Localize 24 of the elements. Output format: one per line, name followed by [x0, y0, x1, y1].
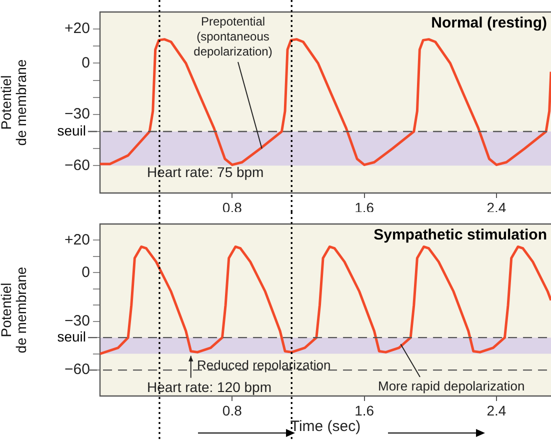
annotation: Prepotential (spontaneous depolarization) [194, 14, 272, 58]
y-tick-label: 0 [82, 54, 90, 72]
annotation: Heart rate: 75 bpm [147, 164, 264, 180]
y-axis-title: Potentiel de membrane [0, 266, 29, 354]
annotation: Heart rate: 120 bpm [147, 378, 272, 395]
y-tick-label: +20 [64, 231, 90, 248]
x-tick-label: 1.6 [354, 402, 374, 418]
annotation: Reduced repolarization [197, 358, 331, 373]
x-tick-label: 2.4 [486, 199, 506, 216]
y-tick-label: −30 [64, 312, 90, 330]
y-axis-title: Potentiel de membrane [0, 59, 29, 146]
chart-title: Sympathetic stimulation [374, 226, 547, 244]
y-tick-label: 0 [82, 264, 90, 281]
x-axis-title: Time (sec) [290, 418, 361, 436]
annotation: More rapid depolarization [378, 378, 525, 394]
x-tick-label: 2.4 [486, 402, 506, 418]
y-tick-label: −30 [64, 106, 90, 123]
ref-line-label: seuil [57, 328, 86, 344]
x-tick-label: 0.8 [222, 402, 242, 418]
y-tick-label: +20 [64, 20, 90, 38]
chart-title: Normal (resting) [431, 14, 547, 32]
ref-line-label: seuil [57, 122, 86, 138]
y-tick-label: −60 [64, 156, 90, 174]
y-tick-label: −60 [64, 361, 90, 378]
